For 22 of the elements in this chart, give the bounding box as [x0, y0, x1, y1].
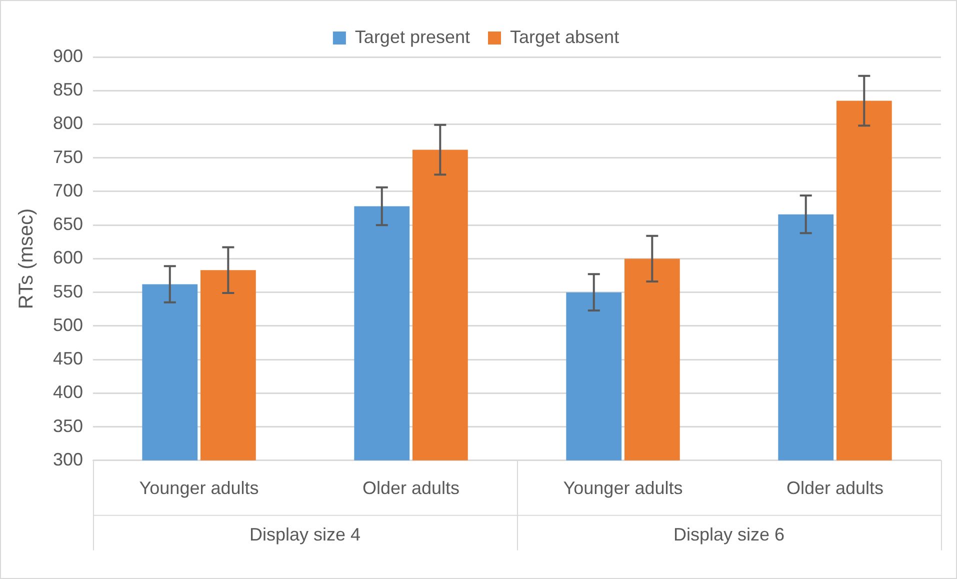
y-tick-label: 550 [52, 281, 84, 302]
x-tick-label: Older adults [362, 478, 460, 498]
y-tick-label: 400 [52, 382, 84, 402]
x-tick-label: Younger adults [563, 478, 683, 498]
y-axis-title: RTs (msec) [16, 208, 38, 310]
y-tick-label: 450 [52, 348, 84, 369]
y-tick-label: 850 [52, 80, 84, 100]
text: Display size 4 [250, 524, 361, 544]
y-tick-label: 500 [52, 314, 84, 335]
text: Display size 6 [673, 524, 785, 544]
y-tick-label: 350 [52, 416, 84, 436]
x-tick-label: Younger adults [139, 478, 259, 498]
x-tick-label: Older adults [786, 478, 884, 498]
legend-label: Target present [354, 26, 470, 47]
y-tick-label: 650 [52, 214, 84, 234]
legend-label: Target absent [510, 26, 620, 47]
y-tick-label: 300 [52, 449, 84, 470]
y-tick-label: 700 [52, 180, 84, 200]
y-tick-label: 600 [52, 248, 84, 268]
y-tick-label: 750 [52, 146, 84, 167]
y-tick-label: 800 [52, 113, 84, 134]
y-tick-label: 900 [52, 46, 84, 66]
